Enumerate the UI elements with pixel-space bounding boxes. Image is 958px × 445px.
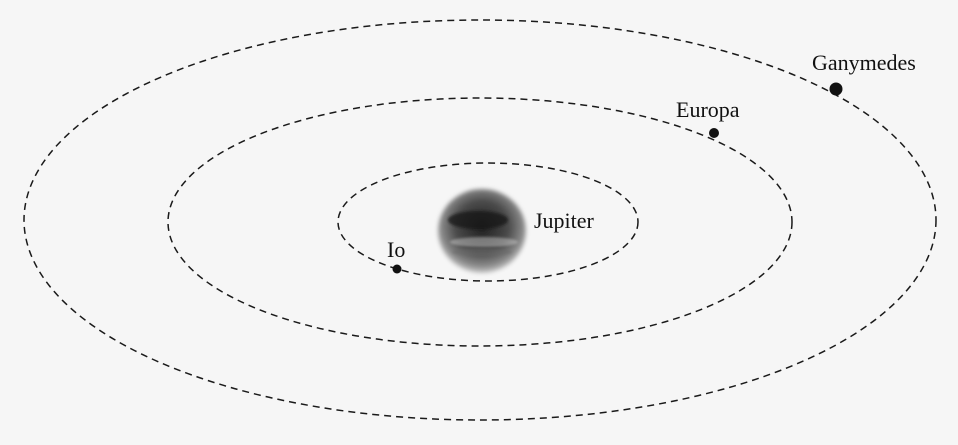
io-orbit bbox=[337, 162, 639, 282]
io-label: Io bbox=[387, 237, 405, 262]
europa-moon bbox=[709, 128, 719, 138]
ganymedes-label: Ganymedes bbox=[812, 50, 916, 75]
io-moon bbox=[392, 264, 402, 274]
ganymedes-orbit bbox=[23, 19, 937, 421]
europa-orbit bbox=[167, 97, 793, 347]
ganymedes-moon bbox=[829, 82, 843, 96]
jupiter-label: Jupiter bbox=[534, 208, 595, 233]
jupiter-planet bbox=[438, 189, 526, 273]
europa-label: Europa bbox=[676, 97, 740, 122]
